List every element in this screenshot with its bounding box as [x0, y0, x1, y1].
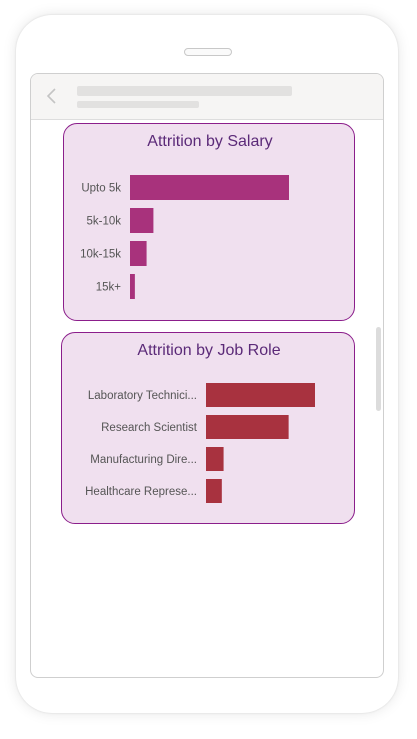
jobrole-tick-label: Healthcare Represe... [85, 486, 197, 498]
jobrole-tick-label: Manufacturing Dire... [90, 454, 197, 466]
jobrole-chart-title: Attrition by Job Role [137, 342, 280, 359]
salary-bar[interactable] [130, 241, 147, 266]
salary-tick-label: 5k-10k [86, 216, 121, 228]
jobrole-bar[interactable] [206, 383, 315, 407]
salary-bar[interactable] [130, 208, 154, 233]
salary-chart-card: Attrition by Salary Upto 5k 5k-10k 10k-15k… [63, 123, 355, 321]
jobrole-bar[interactable] [206, 447, 224, 471]
salary-tick-label: 10k-15k [80, 249, 121, 261]
jobrole-bar[interactable] [206, 415, 289, 439]
jobrole-bar[interactable] [206, 479, 222, 503]
salary-tick-label: Upto 5k [81, 183, 121, 195]
jobrole-chart-card: Attrition by Job Role Laboratory Technic… [61, 332, 355, 524]
salary-chart: Attrition by Salary Upto 5k 5k-10k 10k-15k… [80, 133, 289, 299]
salary-chart-title: Attrition by Salary [147, 133, 272, 150]
phone-speaker [184, 48, 232, 56]
jobrole-tick-label: Research Scientist [101, 422, 198, 434]
salary-bar[interactable] [130, 175, 289, 200]
salary-tick-label: 15k+ [96, 282, 122, 294]
chevron-left-icon[interactable] [45, 86, 59, 106]
jobrole-chart: Attrition by Job Role Laboratory Technic… [85, 342, 315, 503]
header-subtitle-placeholder [77, 101, 199, 108]
vertical-scrollbar[interactable] [376, 327, 381, 411]
jobrole-tick-label: Laboratory Technici... [88, 390, 197, 402]
header-title-placeholder [77, 86, 292, 96]
app-header [31, 74, 383, 120]
salary-bar[interactable] [130, 274, 135, 299]
